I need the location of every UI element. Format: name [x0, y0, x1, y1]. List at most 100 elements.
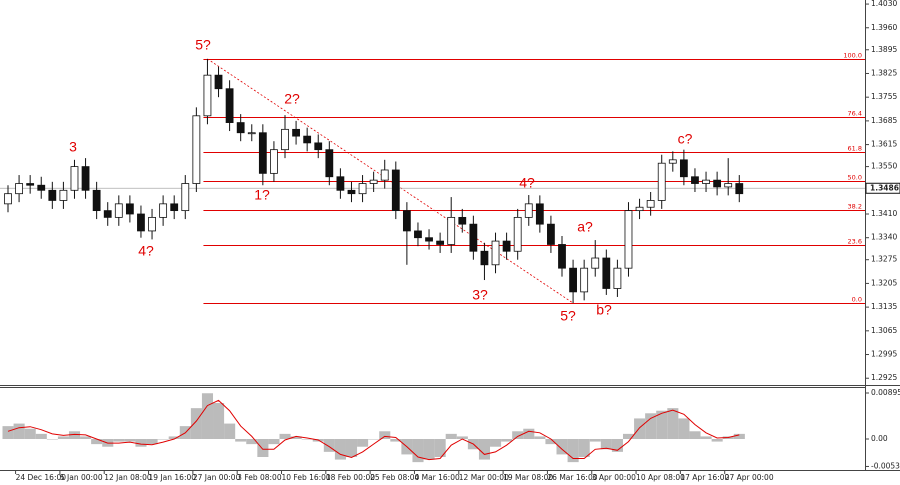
- wave-label: b?: [596, 302, 612, 318]
- candle-body: [292, 128, 300, 137]
- candle-body: [535, 203, 544, 225]
- histogram-bar: [91, 438, 103, 445]
- y-tick-label: 1.3065: [871, 326, 897, 335]
- histogram-bar: [545, 438, 557, 445]
- candle-body: [425, 237, 433, 242]
- histogram-bar: [268, 438, 280, 445]
- candle-body: [103, 210, 112, 218]
- histogram-bar: [478, 438, 491, 460]
- candle-body: [48, 189, 57, 201]
- candle-body: [26, 183, 35, 186]
- y-tick-label: 1.3685: [871, 116, 897, 125]
- candle-body: [336, 176, 345, 191]
- histogram-bar: [323, 438, 335, 452]
- candle-body: [137, 213, 145, 232]
- candle-body: [480, 250, 489, 266]
- candle-body: [181, 183, 190, 212]
- histogram-bar: [190, 408, 202, 439]
- x-tick-label: 10 Apr 08:00: [636, 473, 685, 482]
- histogram-bar: [57, 436, 69, 439]
- histogram-bar: [357, 438, 369, 447]
- candle-body: [724, 183, 733, 188]
- y-tick-label: 1.3275: [871, 255, 897, 264]
- histogram-bar: [567, 438, 579, 463]
- candle-body: [148, 216, 156, 232]
- histogram-bar: [201, 393, 214, 439]
- histogram-bar: [279, 433, 291, 439]
- last-price-label: 1.3486: [870, 183, 899, 192]
- candle-body: [524, 203, 533, 218]
- wave-label: 4?: [138, 243, 154, 259]
- candle-body: [92, 189, 101, 212]
- histogram-bar: [24, 428, 36, 439]
- histogram-bar: [113, 438, 125, 442]
- candle-body: [414, 230, 422, 239]
- x-tick-label: 18 Feb 00:00: [326, 473, 375, 482]
- histogram-bar: [611, 438, 623, 452]
- candle-body: [270, 149, 278, 174]
- histogram-bar: [490, 438, 502, 447]
- candle-body: [735, 183, 744, 195]
- y-tick-label: 1.3550: [871, 162, 897, 171]
- y-tick-label: 1.2925: [871, 373, 897, 382]
- histogram-bar: [345, 438, 358, 457]
- candle-body: [702, 179, 710, 184]
- candle-body: [303, 135, 312, 144]
- candle-body: [447, 216, 456, 245]
- candle-body: [547, 223, 555, 245]
- wave-label: a?: [577, 219, 593, 235]
- histogram-bar: [2, 426, 14, 439]
- x-tick-label: 3 Apr 00:00: [592, 473, 636, 482]
- histogram-bar: [301, 438, 313, 440]
- candle-body: [624, 210, 633, 269]
- candle-body: [513, 216, 522, 252]
- histogram-bar: [46, 438, 58, 440]
- candle-body: [580, 267, 589, 293]
- candle-body: [314, 142, 323, 151]
- wave-label: 1?: [254, 187, 270, 203]
- histogram-bar: [235, 438, 247, 442]
- histogram-bar: [700, 436, 712, 439]
- histogram-bar: [578, 438, 590, 457]
- wave-label: 4?: [519, 175, 535, 191]
- histogram-bar: [224, 423, 236, 439]
- candle-body: [114, 203, 123, 218]
- candle-body: [325, 149, 334, 178]
- histogram-bar: [622, 433, 635, 439]
- x-tick-label: 26 Mar 16:00: [547, 473, 597, 482]
- fib-label: 76.4: [848, 110, 862, 118]
- histogram-bar: [634, 418, 646, 439]
- y-tick-label: 1.3960: [871, 23, 897, 32]
- fib-label: 100.0: [843, 52, 862, 60]
- candle-body: [203, 74, 212, 117]
- candle-body: [358, 183, 367, 195]
- histogram-bar: [456, 436, 468, 439]
- histogram-bar: [35, 433, 47, 439]
- histogram-bar: [501, 438, 513, 442]
- y-tick-label: 1.3135: [871, 302, 897, 311]
- y-tick-label: 1.3205: [871, 278, 897, 287]
- candle-body: [258, 132, 267, 174]
- x-tick-label: 24 Dec 16:00: [16, 473, 67, 482]
- wave-label: 5?: [195, 37, 211, 53]
- candle-body: [159, 203, 168, 218]
- candle-body: [347, 189, 356, 195]
- candle-body: [402, 210, 411, 232]
- x-tick-label: 27 Apr 00:00: [725, 473, 774, 482]
- histogram-bar: [645, 413, 657, 439]
- x-tick-label: 27 Jan 00:00: [193, 473, 241, 482]
- x-tick-label: 3 Feb 08:00: [237, 473, 282, 482]
- trend-line: [207, 58, 574, 304]
- candle-body: [602, 257, 611, 289]
- signal-line: [7, 399, 740, 461]
- y-tick-label: 1.3755: [871, 92, 897, 101]
- candle-body: [613, 267, 622, 289]
- candle-body: [558, 244, 566, 269]
- x-tick-label: 5 Jan 00:00: [60, 473, 103, 482]
- candle-body: [469, 223, 478, 252]
- candle-body: [70, 166, 79, 191]
- wave-label: 3?: [472, 287, 488, 303]
- histogram-bar: [656, 410, 668, 439]
- candle-body: [635, 206, 644, 212]
- wave-label: 2?: [284, 91, 300, 107]
